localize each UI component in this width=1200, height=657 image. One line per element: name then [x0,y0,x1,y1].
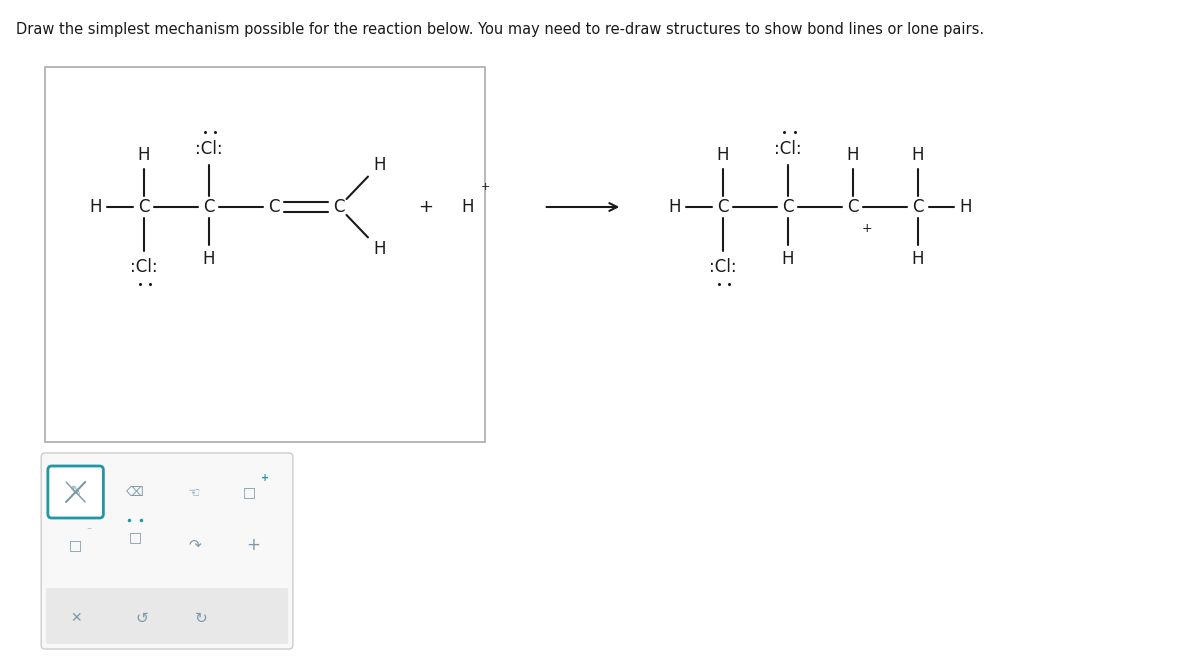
Text: :Cl:: :Cl: [194,140,222,158]
Text: C: C [716,198,728,216]
Text: ⁻: ⁻ [86,526,91,536]
FancyBboxPatch shape [48,466,103,518]
Text: H: H [716,146,728,164]
FancyBboxPatch shape [46,588,288,644]
Text: :Cl:: :Cl: [130,258,157,276]
Text: +: + [419,198,433,216]
Text: H: H [781,250,794,268]
Text: C: C [334,198,344,216]
Text: C: C [912,198,924,216]
Text: H: H [912,146,924,164]
Text: C: C [203,198,215,216]
Text: H: H [373,240,385,258]
Text: +: + [247,536,260,554]
Text: ✕: ✕ [70,611,82,625]
Text: □: □ [128,530,142,544]
Text: ↻: ↻ [194,610,208,625]
Text: H: H [203,250,215,268]
Bar [44,67,485,442]
Text: +: + [262,473,269,483]
Text: C: C [268,198,280,216]
Text: H: H [912,250,924,268]
Text: H: H [847,146,859,164]
Text: :Cl:: :Cl: [774,140,802,158]
Text: ↺: ↺ [136,610,148,625]
Text: C: C [847,198,859,216]
Text: +: + [480,182,490,192]
Text: H: H [137,146,150,164]
Text: ⌫: ⌫ [126,486,144,499]
Text: H: H [960,198,972,216]
Text: □: □ [70,538,82,552]
Text: H: H [90,198,102,216]
Text: H: H [668,198,682,216]
Text: C: C [138,198,149,216]
Text: H: H [461,198,473,216]
Text: +: + [862,223,872,235]
Text: :Cl:: :Cl: [709,258,737,276]
FancyBboxPatch shape [41,453,293,649]
Text: ✎: ✎ [70,485,82,499]
Text: C: C [782,198,793,216]
Text: ↷: ↷ [188,537,200,553]
Text: □: □ [242,485,256,499]
Text: Draw the simplest mechanism possible for the reaction below. You may need to re-: Draw the simplest mechanism possible for… [17,22,984,37]
Text: ☜: ☜ [188,485,200,499]
Text: H: H [373,156,385,173]
